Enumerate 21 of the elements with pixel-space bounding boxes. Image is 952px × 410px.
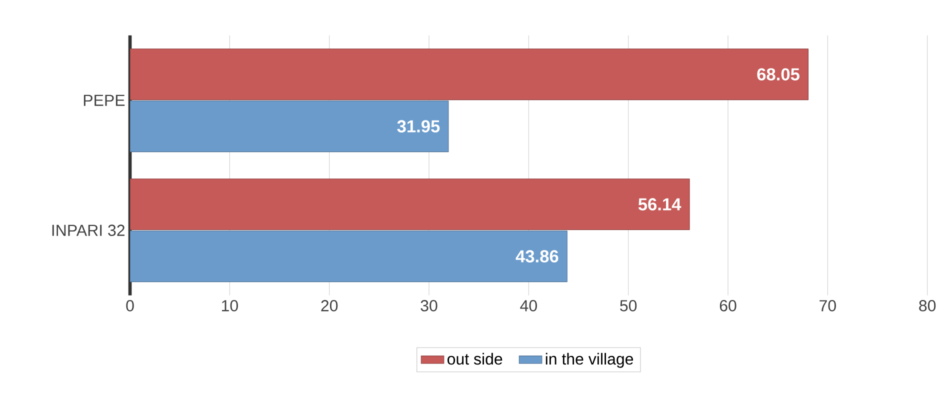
- x-tick-label: 80: [919, 300, 936, 312]
- x-tick-label: 50: [620, 300, 637, 312]
- data-label: 68.05: [757, 68, 800, 80]
- y-tick-label: INPARI 32: [52, 224, 124, 236]
- x-tick-label: 10: [222, 300, 238, 312]
- bar: [130, 100, 449, 152]
- data-label: 56.14: [638, 198, 682, 210]
- data-label: 43.86: [516, 250, 558, 262]
- data-label: 31.95: [397, 120, 440, 132]
- bar: [130, 48, 808, 100]
- y-tick-label: PEPE: [84, 94, 125, 106]
- bar: [130, 230, 568, 282]
- x-tick-label: 60: [720, 300, 736, 312]
- x-tick-label: 20: [321, 300, 338, 312]
- x-tick-label: 70: [820, 300, 836, 312]
- x-tick-label: 0: [126, 300, 134, 312]
- legend-label: in the village: [546, 352, 634, 368]
- legend-label: out side: [448, 352, 502, 365]
- x-tick-label: 30: [420, 300, 438, 312]
- x-tick-label: 40: [520, 300, 537, 312]
- bar: [130, 178, 690, 230]
